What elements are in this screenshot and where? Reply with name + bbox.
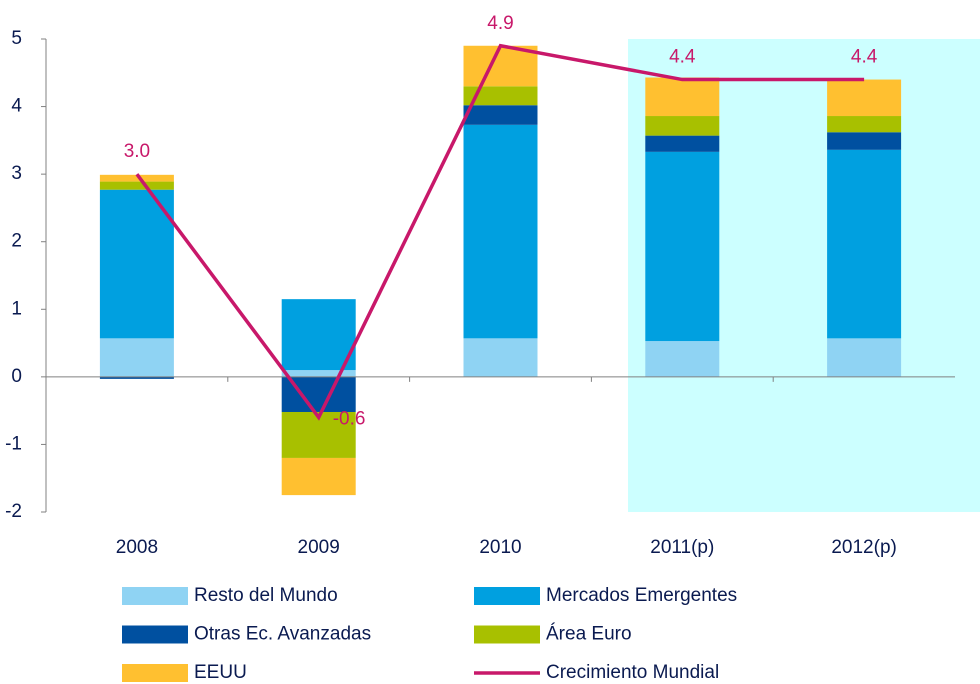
- line-series: [135, 43, 865, 421]
- x-tick-label: 2012(p): [831, 537, 897, 558]
- legend-swatch: [122, 587, 188, 605]
- legend-label: Crecimiento Mundial: [546, 662, 719, 683]
- bar-segment: [281, 457, 356, 496]
- bar-segment: [99, 376, 174, 379]
- value-label: 3.0: [124, 141, 150, 162]
- legend-swatch: [474, 587, 540, 605]
- x-tick-label: 2008: [116, 537, 158, 558]
- bar-segment: [645, 135, 720, 152]
- legend-label: EEUU: [194, 662, 247, 683]
- bar-segment: [281, 370, 356, 377]
- y-tick-label: 5: [11, 28, 22, 49]
- y-tick-label: 0: [11, 366, 22, 387]
- bar-segment: [99, 338, 174, 377]
- bar-segment: [463, 86, 538, 106]
- bar-segment: [99, 181, 174, 190]
- x-tick-label: 2011(p): [650, 537, 714, 558]
- y-tick-label: -2: [5, 501, 22, 522]
- bar-segment: [827, 79, 902, 117]
- bar-segment: [281, 299, 356, 371]
- legend-label: Resto del Mundo: [194, 585, 338, 606]
- y-tick-label: 4: [11, 96, 22, 117]
- bar-segment: [645, 341, 720, 377]
- bar-segment: [463, 338, 538, 377]
- x-tick-label: 2010: [479, 537, 521, 558]
- value-label: 4.4: [669, 47, 696, 68]
- y-tick-label: -1: [5, 433, 22, 454]
- bar-segment: [463, 105, 538, 125]
- legend-label: Área Euro: [546, 624, 632, 645]
- bar-segment: [463, 45, 538, 87]
- bar-segment: [827, 338, 902, 377]
- bar-segment: [645, 77, 720, 117]
- value-label: 4.9: [487, 13, 513, 34]
- bar-segment: [827, 116, 902, 133]
- y-tick-label: 2: [11, 231, 22, 252]
- legend-label: Mercados Emergentes: [546, 585, 737, 606]
- bar-segment: [827, 132, 902, 150]
- bar-segment: [827, 149, 902, 339]
- legend-label: Otras Ec. Avanzadas: [194, 624, 371, 645]
- legend-swatch: [122, 664, 188, 682]
- y-tick-label: 1: [11, 298, 22, 319]
- value-label: -0.6: [333, 408, 366, 429]
- legend-swatch: [474, 625, 540, 644]
- x-tick-label: 2009: [298, 537, 340, 558]
- bar-segment: [99, 174, 174, 182]
- y-tick-label: 3: [11, 163, 22, 184]
- legend-swatch: [122, 625, 188, 644]
- bar-segment: [463, 124, 538, 339]
- bar-segment: [645, 116, 720, 136]
- value-label: 4.4: [851, 47, 878, 68]
- bar-segment: [645, 151, 720, 342]
- bar-segment: [99, 189, 174, 339]
